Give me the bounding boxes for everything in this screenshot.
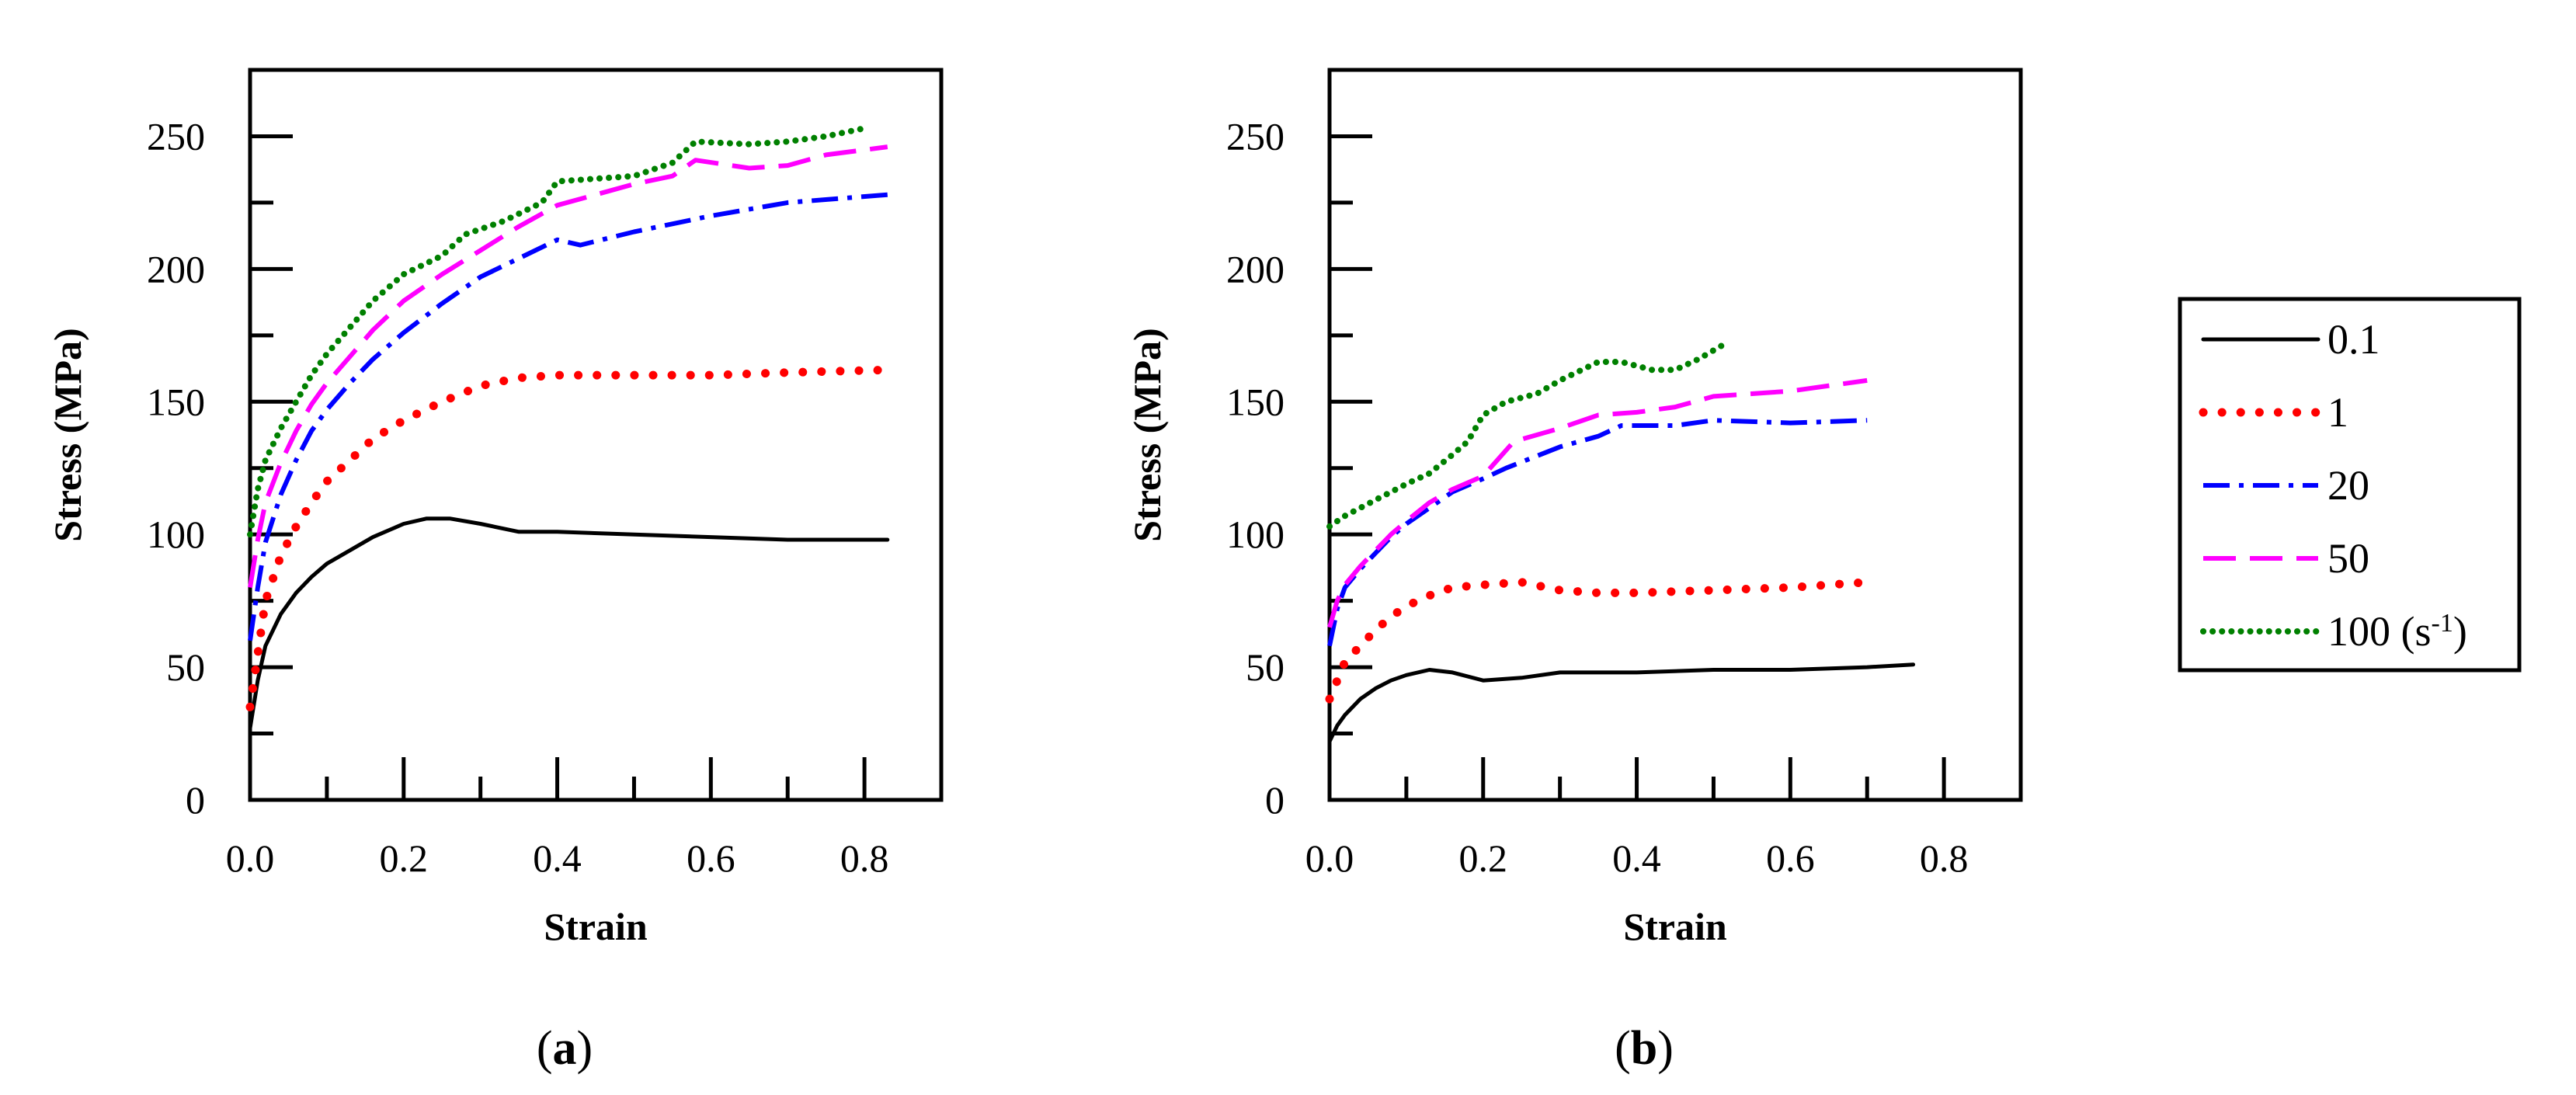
panel-letter: a (553, 1022, 577, 1075)
y-tick-label: 200 (1226, 247, 1285, 290)
y-tick-label: 100 (1226, 513, 1285, 556)
plot-frame (1327, 68, 2023, 802)
x-tick-label: 0.2 (1459, 836, 1508, 880)
legend-label: 50 (2327, 535, 2369, 582)
legend-box (2178, 297, 2522, 673)
x-axis-title: Strain (544, 905, 648, 948)
plot-frame (248, 68, 944, 802)
x-tick-label: 0.6 (687, 836, 735, 880)
x-tick-label: 0.4 (1612, 836, 1661, 880)
chart-panel-b: 0.0 0.2 0.4 0.6 0.8 0 50 100 150 200 250 Strain Stre… (1125, 68, 2023, 1075)
x-tick-label: 0.8 (840, 836, 889, 880)
y-tick-label: 150 (1226, 380, 1285, 423)
y-tick-label: 150 (147, 380, 205, 423)
panel-label: (b) (1615, 1022, 1674, 1075)
y-tick-label: 0 (1265, 778, 1285, 822)
legend-label: 20 (2327, 462, 2369, 509)
y-tick-label: 250 (1226, 114, 1285, 158)
series-line-50 (1327, 377, 1868, 628)
x-tick-label: 0.8 (1920, 836, 1969, 880)
x-tick-label: 0.6 (1766, 836, 1815, 880)
legend: 0.1 1 20 50 100 (s-1) (2178, 297, 2522, 673)
y-tick-label: 200 (147, 247, 205, 290)
y-axis-title: Stress (MPa) (46, 328, 89, 541)
y-tick-label: 0 (186, 778, 205, 822)
legend-label: 1 (2327, 389, 2348, 436)
series-line-100s1 (1326, 342, 1725, 530)
y-tick-label: 50 (1246, 645, 1285, 689)
y-tick-label: 100 (147, 513, 205, 556)
x-tick-label: 0.2 (380, 836, 429, 880)
series-line-50 (248, 144, 888, 588)
series-line-20 (248, 192, 888, 641)
series-line-0.1 (248, 516, 890, 731)
x-tick-label: 0.0 (226, 836, 275, 880)
series-line-1 (1325, 578, 1872, 704)
y-tick-label: 250 (147, 114, 205, 158)
x-axis-title: Strain (1623, 905, 1727, 948)
x-tick-label: 0.0 (1305, 836, 1354, 880)
legend-label: 0.1 (2327, 316, 2380, 363)
legend-suffix: ) (2453, 608, 2467, 655)
panel-label: (a) (537, 1022, 593, 1075)
y-tick-label: 50 (166, 645, 205, 689)
series-line-0.1 (1327, 662, 1916, 744)
x-tick-label: 0.4 (533, 836, 582, 880)
legend-label: 100 (s-1) (2327, 608, 2467, 655)
panel-letter: b (1631, 1022, 1657, 1075)
series-line-20 (1327, 418, 1868, 647)
series-line-100s1 (247, 125, 868, 538)
chart-panel-a: 0.0 0.2 0.4 0.6 0.8 0 50 100 150 200 250 Strain Stre… (46, 68, 944, 1075)
y-axis-title: Stress (MPa) (1125, 328, 1169, 541)
legend-superscript: -1 (2432, 609, 2453, 638)
